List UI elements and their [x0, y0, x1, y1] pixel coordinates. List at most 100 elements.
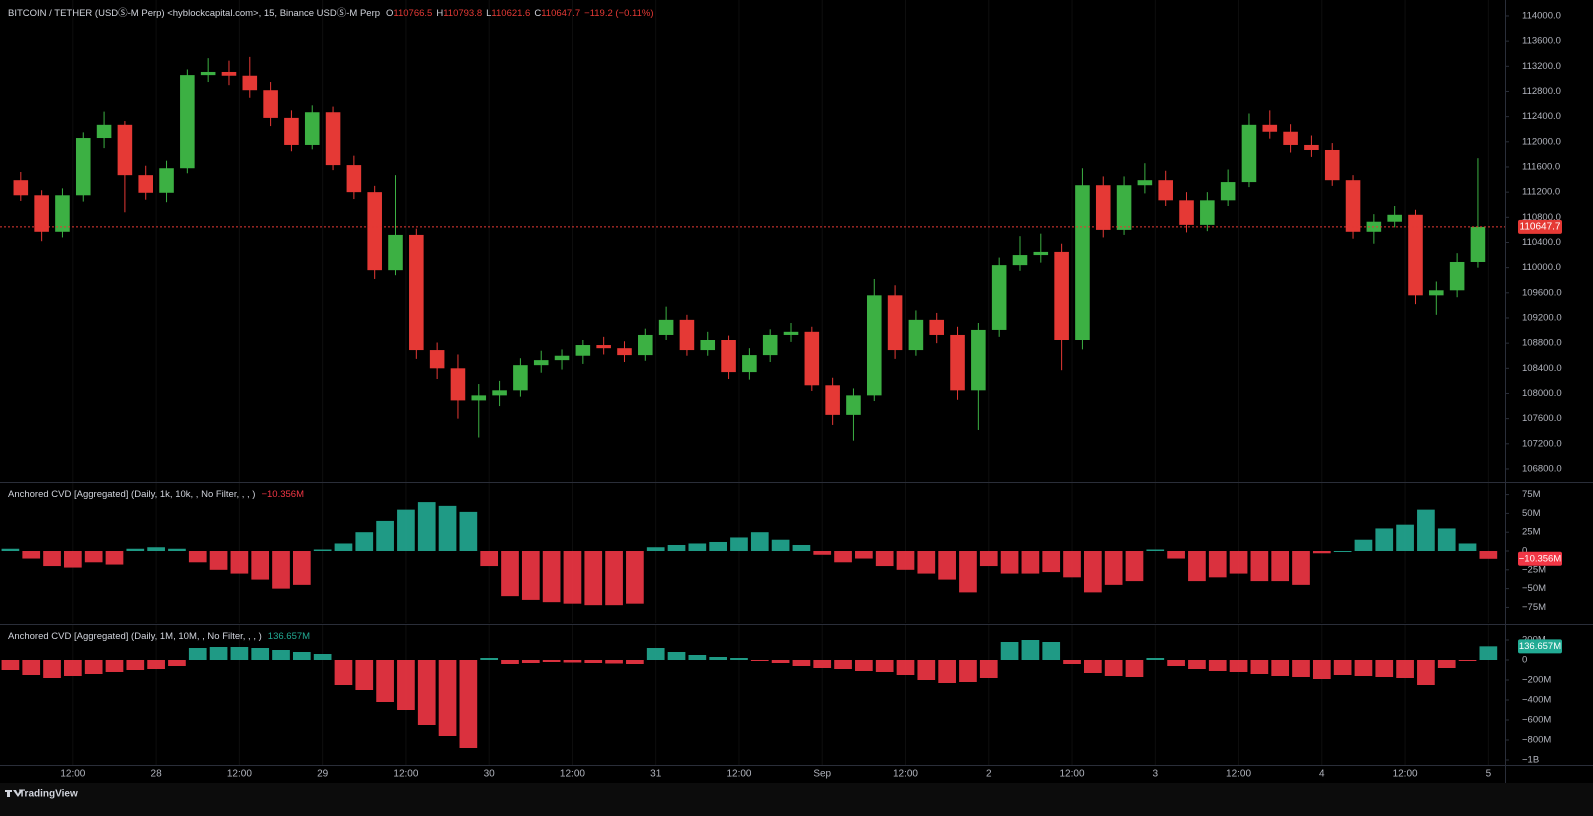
cvd-bar: [1396, 524, 1414, 552]
y-tick-label: 114000.0: [1522, 10, 1561, 21]
candle-body: [1012, 255, 1028, 266]
cvd-bar: [771, 660, 790, 663]
candle-body: [388, 234, 403, 271]
cvd-bar: [1437, 660, 1456, 668]
cvd-bar: [230, 647, 249, 660]
candle-body: [304, 112, 320, 145]
cvd-bar: [417, 502, 436, 552]
ohlc-key: C: [534, 8, 541, 19]
candle-body: [200, 71, 216, 76]
cvd-bar: [1000, 642, 1019, 660]
candle-body: [554, 355, 570, 361]
cvd-bar: [438, 505, 457, 552]
cvd-bar: [709, 541, 728, 552]
candle-body: [1116, 185, 1132, 230]
cvd-bar: [1146, 658, 1165, 660]
candle-body: [533, 360, 549, 366]
cvd-bar: [480, 658, 499, 660]
y-tick-label: −50M: [1522, 583, 1546, 594]
cvd-bar: [168, 548, 186, 552]
candle-body: [138, 175, 153, 193]
candle-body: [346, 165, 362, 193]
cvd-bar: [1333, 660, 1352, 675]
candle-body: [991, 265, 1007, 330]
cvd-bar: [84, 551, 103, 563]
cvd-bar: [1063, 551, 1081, 578]
candle-body: [471, 395, 487, 401]
y-tick-label: −800M: [1522, 735, 1551, 746]
candle-body: [325, 112, 341, 166]
cvd-bar: [875, 660, 894, 672]
candle-body: [221, 71, 237, 76]
indicator-value: −10.356M: [261, 489, 304, 500]
cvd-bar: [1021, 640, 1040, 660]
y-tick-label: 110800.0: [1522, 212, 1561, 223]
cvd-bar: [584, 660, 603, 663]
ohlc-key: L: [486, 8, 491, 19]
candle-body: [742, 355, 757, 373]
footer-logo[interactable]: TradingView: [5, 789, 78, 800]
cvd-bar: [376, 520, 394, 552]
cvd-bar: [1021, 551, 1040, 574]
candle-body: [1345, 180, 1361, 232]
candle-body: [1387, 214, 1402, 222]
cvd-bar: [1229, 660, 1248, 672]
candle-body: [762, 334, 778, 356]
cvd-bar: [147, 547, 165, 552]
cvd-bar: [313, 654, 332, 660]
x-tick-label: 30: [484, 769, 496, 780]
cvd-bar: [376, 660, 394, 702]
y-tick-label: 110400.0: [1522, 237, 1561, 248]
y-tick-label: −400M: [1522, 695, 1551, 706]
candle-body: [1408, 214, 1423, 296]
y-tick-label: −200M: [1522, 675, 1551, 686]
cvd-bar: [1125, 551, 1144, 582]
ohlc-value: 110793.8: [443, 8, 482, 19]
cvd-bar: [979, 551, 998, 567]
candle-body: [1429, 290, 1444, 296]
cvd-bar: [1458, 543, 1477, 552]
cvd-bar: [959, 551, 977, 593]
x-tick-label: 12:00: [893, 769, 918, 780]
candle-body: [783, 331, 799, 335]
cvd-bar: [896, 551, 915, 570]
candle-body: [1200, 200, 1215, 225]
candle-body: [617, 348, 632, 356]
y-tick-label: 113600.0: [1522, 36, 1561, 47]
y-tick-label: 113200.0: [1522, 61, 1561, 72]
candle-body: [1179, 200, 1194, 225]
x-tick-label: 29: [317, 769, 329, 780]
cvd-bar: [688, 655, 707, 660]
cvd-bar: [438, 660, 457, 736]
candle-body: [55, 195, 70, 232]
cvd-bar: [1354, 539, 1373, 552]
y-tick-label: 108000.0: [1522, 388, 1562, 399]
candle-body: [34, 195, 49, 232]
last-value-box: [1518, 551, 1562, 566]
candle-body: [887, 295, 903, 351]
cvd-bar: [688, 543, 707, 552]
y-tick-label: 0: [1522, 546, 1527, 557]
y-tick-label: 75M: [1522, 489, 1541, 500]
x-tick-label: 12:00: [1226, 769, 1251, 780]
cvd-bar: [105, 551, 124, 565]
candle-body: [1241, 124, 1257, 183]
symbol-title: BITCOIN / TETHER (USDⓈ-M Perp) <hyblockc…: [8, 8, 380, 19]
cvd-bar: [105, 660, 124, 672]
cvd-bar: [1208, 660, 1227, 671]
last-price-label: 110647.7: [1520, 222, 1561, 233]
x-tick-label: 12:00: [726, 769, 751, 780]
x-tick-label: 3: [1153, 769, 1159, 780]
y-tick-label: −600M: [1522, 715, 1551, 726]
candle-body: [700, 339, 716, 351]
cvd-bar: [272, 650, 290, 660]
cvd-bar: [313, 549, 332, 552]
x-tick-label: 12:00: [393, 769, 418, 780]
cvd-bar: [730, 658, 748, 660]
cvd-bar: [292, 551, 311, 585]
y-tick-label: 109600.0: [1522, 287, 1562, 298]
cvd-bar: [1312, 551, 1331, 554]
cvd-bar: [1333, 551, 1352, 553]
